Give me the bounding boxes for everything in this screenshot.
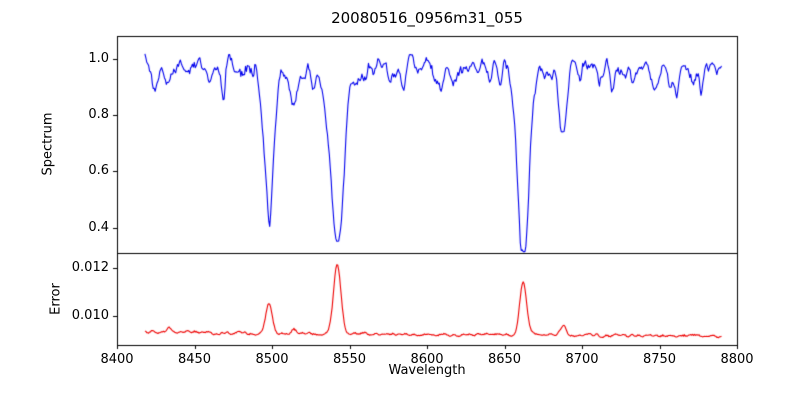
error-y-tick-label: 0.012: [71, 259, 109, 275]
x-tick-label: 8500: [255, 352, 289, 367]
error-axis-label: Error: [48, 283, 64, 315]
x-axis-label: Wavelength: [388, 363, 466, 378]
spectrum-y-tick-label: 0.8: [88, 106, 109, 122]
x-tick-label: 8750: [642, 352, 677, 367]
x-tick-label: 8550: [332, 352, 367, 367]
spectrum-y-tick-label: 0.6: [88, 163, 109, 179]
spectrum-y-tick-label: 0.4: [88, 219, 109, 235]
x-tick-label: 8700: [565, 352, 599, 367]
x-tick-label: 8600: [410, 352, 444, 367]
error-y-tick-label: 0.010: [71, 307, 109, 323]
x-tick-label: 8650: [487, 352, 522, 367]
spectrum-y-tick-label: 1.0: [88, 50, 109, 66]
spectrum-axis-label: Spectrum: [40, 112, 56, 176]
x-tick-label: 8450: [177, 352, 212, 367]
chart-title: 20080516_0956m31_055: [331, 9, 523, 27]
x-tick-label: 8800: [720, 352, 754, 367]
x-tick-label: 8400: [100, 352, 134, 367]
